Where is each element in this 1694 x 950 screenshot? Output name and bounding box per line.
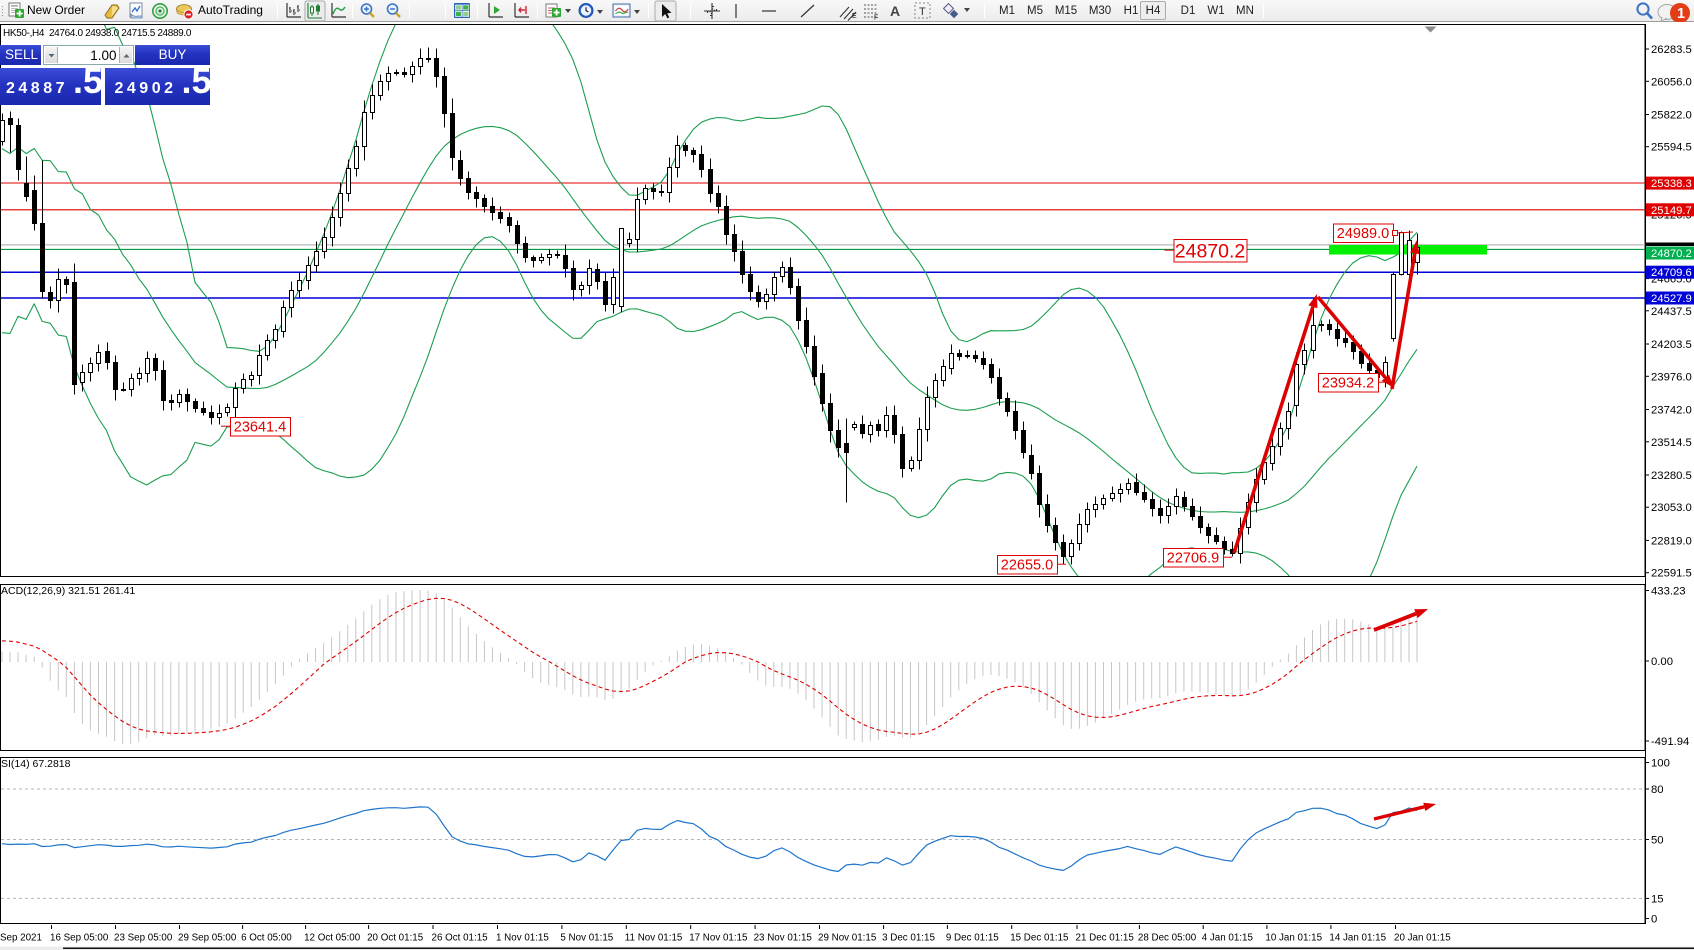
- svg-text:6 Oct 05:00: 6 Oct 05:00: [241, 933, 292, 944]
- svg-text:-491.94: -491.94: [1651, 736, 1689, 748]
- svg-text:3 Dec 01:15: 3 Dec 01:15: [882, 933, 935, 944]
- svg-text:22706.9: 22706.9: [1167, 551, 1219, 567]
- svg-text:E: E: [852, 13, 857, 20]
- svg-text:0: 0: [1651, 914, 1657, 926]
- svg-text:14 Jan 01:15: 14 Jan 01:15: [1329, 933, 1386, 944]
- svg-text:29 Nov 01:15: 29 Nov 01:15: [818, 933, 877, 944]
- svg-text:20 Jan 01:15: 20 Jan 01:15: [1394, 933, 1451, 944]
- svg-text:24203.5: 24203.5: [1651, 339, 1692, 351]
- svg-text:A: A: [890, 3, 900, 19]
- svg-text:24989.0: 24989.0: [1337, 226, 1389, 242]
- svg-text:25594.5: 25594.5: [1651, 142, 1692, 154]
- svg-text:24437.5: 24437.5: [1651, 306, 1692, 318]
- svg-text:26283.5: 26283.5: [1651, 44, 1692, 56]
- svg-text:10 Jan 01:15: 10 Jan 01:15: [1265, 933, 1322, 944]
- svg-text:5 Nov 01:15: 5 Nov 01:15: [560, 933, 613, 944]
- svg-text:23641.4: 23641.4: [234, 420, 286, 436]
- svg-text:50: 50: [1651, 835, 1664, 847]
- svg-text:100: 100: [1651, 758, 1670, 770]
- svg-text:24527.9: 24527.9: [1651, 293, 1692, 305]
- svg-text:15: 15: [1651, 893, 1664, 905]
- svg-text:20 Oct 01:15: 20 Oct 01:15: [367, 933, 424, 944]
- svg-text:25822.0: 25822.0: [1651, 110, 1692, 122]
- svg-text:23280.5: 23280.5: [1651, 470, 1692, 482]
- svg-text:433.23: 433.23: [1651, 586, 1686, 598]
- svg-text:23 Nov 01:15: 23 Nov 01:15: [754, 933, 813, 944]
- svg-text:9 Dec 01:15: 9 Dec 01:15: [946, 933, 999, 944]
- svg-text:26056.0: 26056.0: [1651, 76, 1692, 88]
- svg-text:80: 80: [1651, 784, 1664, 796]
- svg-text:23742.0: 23742.0: [1651, 405, 1692, 417]
- svg-text:17 Nov 01:15: 17 Nov 01:15: [689, 933, 748, 944]
- svg-text:23053.0: 23053.0: [1651, 502, 1692, 514]
- svg-text:23514.5: 23514.5: [1651, 437, 1692, 449]
- svg-text:23976.0: 23976.0: [1651, 371, 1692, 383]
- svg-text:28 Dec 05:00: 28 Dec 05:00: [1138, 933, 1197, 944]
- svg-text:22591.5: 22591.5: [1651, 568, 1692, 580]
- svg-text:SI(14) 67.2818: SI(14) 67.2818: [1, 758, 71, 770]
- svg-text:Sep 2021: Sep 2021: [0, 933, 42, 944]
- svg-text:0.00: 0.00: [1651, 656, 1673, 668]
- svg-text:25338.3: 25338.3: [1651, 178, 1692, 190]
- svg-text:16 Sep 05:00: 16 Sep 05:00: [50, 933, 109, 944]
- svg-text:21 Dec 01:15: 21 Dec 01:15: [1076, 933, 1135, 944]
- svg-text:1 Nov 01:15: 1 Nov 01:15: [496, 933, 549, 944]
- svg-text:24709.6: 24709.6: [1651, 267, 1692, 279]
- svg-text:T: T: [919, 6, 926, 18]
- svg-text:22819.0: 22819.0: [1651, 535, 1692, 547]
- svg-text:23 Sep 05:00: 23 Sep 05:00: [114, 933, 173, 944]
- svg-text:22655.0: 22655.0: [1001, 558, 1053, 574]
- svg-text:29 Sep 05:00: 29 Sep 05:00: [178, 933, 237, 944]
- svg-text:15 Dec 01:15: 15 Dec 01:15: [1010, 933, 1069, 944]
- svg-text:23934.2: 23934.2: [1322, 376, 1374, 392]
- svg-text:24870.2: 24870.2: [1175, 240, 1246, 262]
- svg-text:26 Oct 01:15: 26 Oct 01:15: [432, 933, 489, 944]
- svg-text:25149.7: 25149.7: [1651, 205, 1692, 217]
- svg-text:4 Jan 01:15: 4 Jan 01:15: [1202, 933, 1254, 944]
- svg-text:11 Nov 01:15: 11 Nov 01:15: [625, 933, 683, 944]
- svg-text:12 Oct 05:00: 12 Oct 05:00: [304, 933, 361, 944]
- svg-text:ACD(12,26,9) 321.51 261.41: ACD(12,26,9) 321.51 261.41: [1, 585, 135, 597]
- svg-text:24870.2: 24870.2: [1651, 248, 1692, 260]
- svg-text:1: 1: [1677, 6, 1685, 22]
- svg-text:F: F: [874, 15, 878, 22]
